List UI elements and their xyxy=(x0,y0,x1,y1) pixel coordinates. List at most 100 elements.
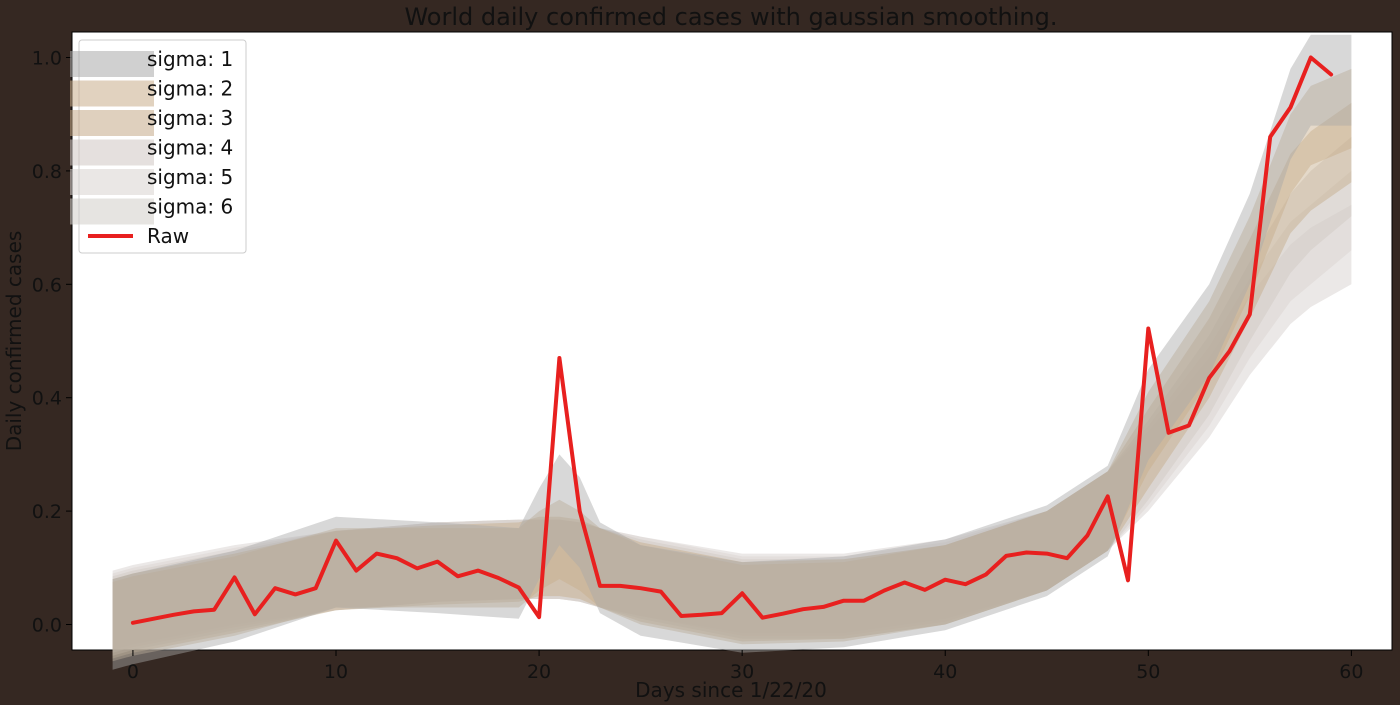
y-tick-label: 0.8 xyxy=(32,161,62,183)
x-tick-label: 0 xyxy=(127,661,139,683)
raw-point xyxy=(1187,424,1191,427)
raw-point xyxy=(659,590,663,594)
raw-point xyxy=(557,356,561,360)
raw-point xyxy=(415,566,419,570)
raw-point xyxy=(1268,135,1272,139)
y-tick-label: 0.6 xyxy=(32,274,62,296)
legend-label-0: sigma: 1 xyxy=(147,47,233,71)
raw-point xyxy=(1289,105,1292,109)
band-series-0 xyxy=(112,34,1352,670)
raw-point xyxy=(1167,431,1171,435)
raw-point xyxy=(1085,534,1089,537)
raw-point xyxy=(517,586,521,590)
raw-point xyxy=(1126,578,1130,582)
y-tick-label: 0.0 xyxy=(32,614,62,636)
raw-series xyxy=(130,55,1334,625)
legend-swatch-2 xyxy=(70,110,154,136)
raw-point xyxy=(334,539,338,543)
x-tick-label: 50 xyxy=(1136,661,1160,683)
band-series-5 xyxy=(112,204,1352,650)
legend-swatch-4 xyxy=(70,169,154,195)
raw-point xyxy=(761,616,764,620)
raw-point xyxy=(1004,554,1008,558)
raw-point xyxy=(862,599,866,603)
x-axis-label: Days since 1/22/20 xyxy=(635,678,827,702)
smoothing-bands xyxy=(112,34,1352,670)
raw-point xyxy=(720,611,724,615)
legend-swatch-3 xyxy=(70,139,154,166)
x-axis-ticks: 0 10 20 30 40 50 60 xyxy=(127,650,1363,683)
raw-point xyxy=(354,569,358,573)
x-tick-label: 30 xyxy=(730,661,754,683)
raw-point xyxy=(1106,494,1110,498)
y-axis-ticks: 0.0 0.2 0.4 0.6 0.8 1.0 xyxy=(32,48,72,636)
plot-area xyxy=(71,31,1393,651)
legend-label-3: sigma: 4 xyxy=(147,136,233,160)
x-tick-label: 40 xyxy=(933,661,957,683)
raw-point xyxy=(903,581,907,584)
x-tick-label: 20 xyxy=(527,661,551,683)
legend-label-1: sigma: 2 xyxy=(147,77,233,101)
raw-point xyxy=(1309,56,1313,59)
raw-point xyxy=(781,612,785,616)
raw-point xyxy=(497,576,500,580)
y-tick-label: 0.2 xyxy=(32,501,62,523)
raw-point xyxy=(212,608,216,612)
raw-point xyxy=(436,560,439,564)
chart-title: World daily confirmed cases with gaussia… xyxy=(404,3,1057,31)
raw-point xyxy=(1248,312,1252,316)
raw-point xyxy=(395,556,399,560)
raw-point xyxy=(740,591,744,595)
raw-point xyxy=(233,575,236,579)
raw-point xyxy=(172,613,175,617)
x-tick-label: 60 xyxy=(1339,661,1363,683)
raw-point xyxy=(456,574,460,578)
band-series-3 xyxy=(112,136,1352,656)
band-series-2 xyxy=(112,102,1352,659)
raw-point xyxy=(537,615,541,619)
raw-point xyxy=(1045,552,1049,556)
raw-point xyxy=(1207,376,1211,380)
raw-point xyxy=(476,569,480,573)
raw-point xyxy=(192,609,196,613)
raw-point xyxy=(273,586,277,590)
legend: sigma: 1 sigma: 2 sigma: 3 sigma: 4 sigma: 5… xyxy=(70,39,247,254)
y-tick-label: 1.0 xyxy=(32,48,62,70)
raw-point xyxy=(639,586,643,590)
band-series-1 xyxy=(112,68,1352,662)
raw-point xyxy=(943,578,947,582)
band-series-4 xyxy=(112,170,1352,653)
raw-point xyxy=(314,586,318,590)
raw-line xyxy=(130,55,1334,625)
legend-label-6: Raw xyxy=(147,224,189,248)
raw-point xyxy=(293,592,297,596)
raw-point xyxy=(821,605,825,609)
x-tick-label: 10 xyxy=(324,661,348,683)
raw-point xyxy=(598,584,602,588)
raw-point xyxy=(801,607,805,611)
raw-point xyxy=(842,599,846,603)
legend-label-2: sigma: 3 xyxy=(147,106,233,130)
raw-point xyxy=(882,589,886,592)
legend-swatch-0 xyxy=(70,51,154,77)
raw-point xyxy=(964,582,967,586)
raw-point xyxy=(1146,327,1150,330)
raw-point xyxy=(1025,551,1028,554)
raw-point xyxy=(679,614,683,618)
raw-point xyxy=(1228,349,1231,353)
legend-swatch-1 xyxy=(70,80,154,107)
raw-point xyxy=(131,621,135,625)
raw-point xyxy=(618,584,622,588)
raw-point xyxy=(984,573,988,577)
y-tick-label: 0.4 xyxy=(32,388,62,410)
legend-label-5: sigma: 6 xyxy=(147,195,233,219)
legend-label-4: sigma: 5 xyxy=(147,165,233,189)
raw-point xyxy=(700,613,703,617)
y-axis-label: Daily confirmed cases xyxy=(2,231,26,452)
raw-point xyxy=(375,552,379,556)
raw-point xyxy=(923,588,927,592)
raw-point xyxy=(1329,73,1333,76)
raw-point xyxy=(1065,556,1069,560)
raw-point xyxy=(151,617,155,621)
